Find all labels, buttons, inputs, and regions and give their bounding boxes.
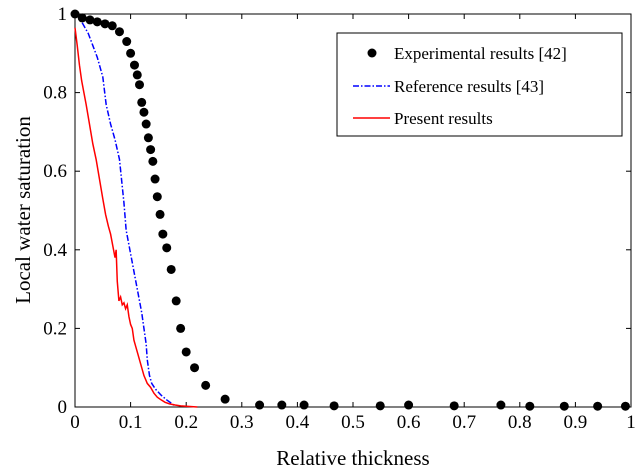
data-point: [496, 400, 506, 410]
data-point: [181, 347, 191, 357]
data-point: [114, 27, 124, 37]
data-point: [141, 119, 151, 129]
x-axis-label: Relative thickness: [276, 446, 429, 470]
data-point: [122, 37, 132, 47]
data-point: [155, 209, 165, 219]
legend-label-present: Present results: [394, 109, 493, 128]
data-point: [148, 156, 158, 166]
data-point: [375, 401, 385, 411]
x-tick-label: 0.9: [564, 412, 588, 433]
data-point: [132, 70, 142, 80]
data-point: [190, 363, 200, 373]
x-tick-label: 0.7: [452, 412, 476, 433]
data-point: [107, 21, 117, 31]
x-tick-label: 0: [70, 412, 80, 433]
legend-box: [336, 32, 623, 137]
legend: Experimental results [42] Reference resu…: [336, 32, 623, 137]
y-tick-label: 0.2: [43, 318, 67, 339]
data-point: [593, 401, 603, 411]
data-point: [162, 243, 172, 253]
legend-marker-experimental: [367, 48, 377, 58]
data-point: [449, 401, 459, 411]
data-point: [220, 394, 230, 404]
legend-label-experimental: Experimental results [42]: [394, 44, 567, 63]
data-point: [77, 13, 87, 23]
data-point: [158, 229, 168, 239]
data-point: [85, 15, 95, 25]
data-point: [620, 401, 630, 411]
data-point: [299, 400, 309, 410]
data-point: [152, 192, 162, 202]
y-tick-label: 0.8: [43, 83, 67, 104]
data-point: [135, 80, 144, 90]
series-line-2: [74, 27, 198, 408]
series-layer: [70, 9, 630, 411]
data-point: [277, 400, 287, 410]
data-point: [92, 17, 102, 27]
data-point: [176, 323, 186, 333]
x-tick-label: 0.5: [341, 412, 365, 433]
data-point: [201, 380, 211, 390]
data-point: [139, 107, 149, 117]
ticks: 0 0.1 0.2 0.3 0.4 0.5 0.6 0.7 0.8 0.9 1 0 0.2 0.4 0.6 0…: [43, 4, 636, 433]
y-axis-label: Local water saturation: [11, 116, 35, 304]
data-point: [171, 296, 181, 306]
data-point: [255, 400, 265, 410]
data-point: [329, 401, 339, 411]
x-tick-label: 0.6: [397, 412, 421, 433]
data-point: [559, 401, 569, 411]
x-tick-label: 0.4: [286, 412, 310, 433]
data-point: [126, 48, 136, 58]
data-point: [70, 9, 80, 19]
series-line-1: [74, 13, 176, 407]
x-tick-label: 0.2: [174, 412, 198, 433]
data-point: [525, 401, 535, 411]
x-tick-label: 0.8: [508, 412, 532, 433]
data-point: [150, 174, 160, 184]
y-tick-label: 1: [58, 4, 68, 25]
x-tick-label: 1: [626, 412, 636, 433]
x-tick-label: 0.1: [119, 412, 143, 433]
y-tick-label: 0.4: [43, 240, 67, 261]
y-tick-label: 0: [58, 397, 68, 418]
data-point: [137, 97, 147, 107]
data-point: [404, 400, 414, 410]
data-point: [146, 145, 156, 155]
data-point: [129, 60, 139, 70]
data-point: [100, 19, 110, 29]
legend-label-reference: Reference results [43]: [394, 77, 544, 96]
y-tick-label: 0.6: [43, 161, 67, 182]
data-point: [166, 264, 176, 274]
x-tick-label: 0.3: [230, 412, 254, 433]
data-point: [143, 133, 153, 143]
